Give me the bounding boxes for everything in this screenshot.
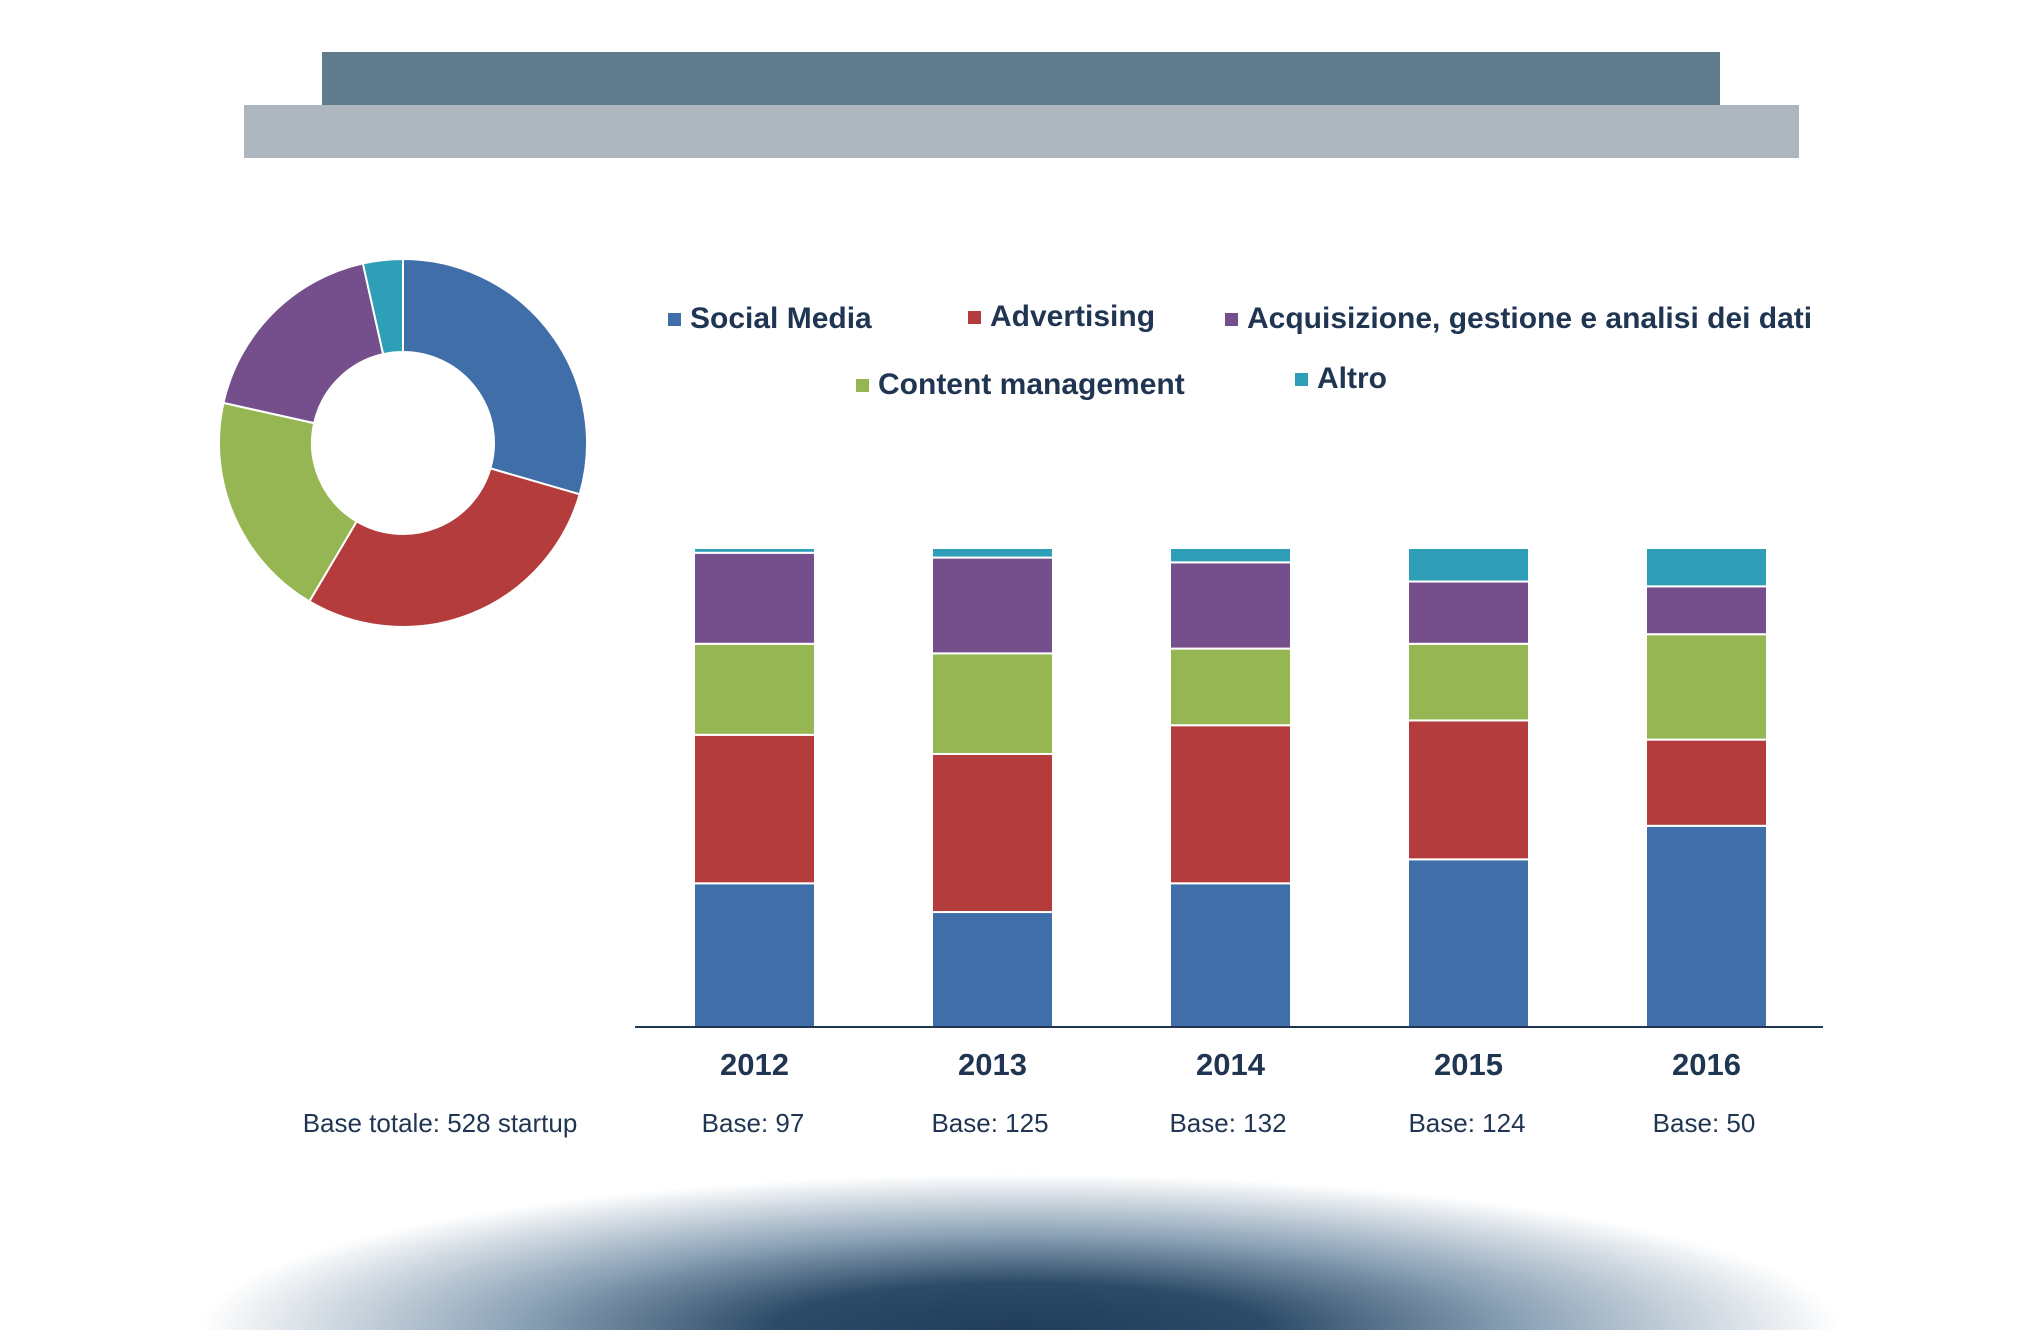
bar-2012-altro bbox=[693, 547, 816, 554]
donut-slice-advertising bbox=[307, 467, 581, 628]
legend-swatch-acquisizione bbox=[1225, 312, 1238, 326]
bar-2012-content-management bbox=[693, 642, 816, 736]
title-band-top bbox=[322, 52, 1720, 105]
base-label-2015: Base: 124 bbox=[1408, 1108, 1526, 1138]
legend-swatch-altro bbox=[1295, 372, 1308, 386]
legend-swatch-advertising bbox=[968, 310, 981, 324]
base-label-2012: Base: 97 bbox=[701, 1108, 805, 1138]
bar-2014-altro bbox=[1169, 547, 1292, 564]
bar-2014-advertising bbox=[1169, 724, 1292, 885]
x-axis-tick-labels: 2012 2013 2014 2015 2016 bbox=[720, 1047, 1741, 1082]
legend-swatch-content-management bbox=[856, 378, 869, 392]
base-total-label: Base totale: 528 startup bbox=[302, 1108, 578, 1138]
chart-canvas: 2012 2013 2014 2015 2016 bbox=[218, 257, 1823, 1082]
legend-item-social-media: Social Media bbox=[668, 302, 872, 336]
stacked-bar-chart bbox=[693, 547, 1768, 1028]
x-tick-label-2013: 2013 bbox=[958, 1047, 1027, 1082]
x-tick-label-2016: 2016 bbox=[1672, 1047, 1741, 1082]
bar-2015-content-management bbox=[1407, 642, 1530, 722]
bar-2012-advertising bbox=[693, 733, 816, 885]
bar-2012-social-media bbox=[693, 882, 816, 1028]
bar-2012-acquisizione-gestione-e-analisi-dei-dati bbox=[693, 551, 816, 645]
bar-2016-advertising bbox=[1645, 738, 1768, 827]
legend-item-acquisizione: Acquisizione, gestione e analisi dei dat… bbox=[1225, 302, 1812, 336]
bar-2014-content-management bbox=[1169, 647, 1292, 727]
bar-2013-advertising bbox=[931, 752, 1054, 914]
x-tick-label-2012: 2012 bbox=[720, 1047, 789, 1082]
bar-2013-acquisizione-gestione-e-analisi-dei-dati bbox=[931, 556, 1054, 655]
legend-label-altro: Altro bbox=[1317, 362, 1387, 395]
legend-item-content-management: Content management bbox=[856, 368, 1185, 402]
bar-2016-altro bbox=[1645, 547, 1768, 588]
legend-label-social-media: Social Media bbox=[690, 302, 872, 335]
legend-label-acquisizione: Acquisizione, gestione e analisi dei dat… bbox=[1247, 302, 1813, 335]
donut-slice-content-management bbox=[218, 401, 359, 603]
title-band-bottom bbox=[244, 105, 1799, 158]
legend-item-altro: Altro bbox=[1295, 362, 1387, 396]
x-tick-label-2015: 2015 bbox=[1434, 1047, 1503, 1082]
bar-2015-acquisizione-gestione-e-analisi-dei-dati bbox=[1407, 580, 1530, 645]
legend-label-content-management: Content management bbox=[878, 368, 1185, 401]
bar-2015-altro bbox=[1407, 547, 1530, 583]
donut-slice-altro bbox=[361, 257, 404, 356]
x-tick-label-2014: 2014 bbox=[1196, 1047, 1266, 1082]
bar-2016-acquisizione-gestione-e-analisi-dei-dati bbox=[1645, 585, 1768, 636]
bar-2015-advertising bbox=[1407, 719, 1530, 861]
bar-2014-acquisizione-gestione-e-analisi-dei-dati bbox=[1169, 561, 1292, 650]
donut-slice-social-media bbox=[402, 257, 588, 496]
donut-slice-acquisizione-gestione-e-analisi-dei-dati bbox=[222, 262, 385, 425]
bar-2014-social-media bbox=[1169, 882, 1292, 1028]
legend-item-advertising: Advertising bbox=[968, 300, 1155, 334]
bar-2016-social-media bbox=[1645, 824, 1768, 1028]
legend-label-advertising: Advertising bbox=[990, 300, 1156, 333]
bar-2013-altro bbox=[931, 547, 1054, 559]
donut-chart bbox=[218, 257, 588, 628]
legend-swatch-social-media bbox=[668, 312, 681, 326]
bar-2013-content-management bbox=[931, 652, 1054, 755]
bar-2015-social-media bbox=[1407, 858, 1530, 1028]
base-label-2013: Base: 125 bbox=[931, 1108, 1049, 1138]
bar-2016-content-management bbox=[1645, 633, 1768, 741]
base-label-2014: Base: 132 bbox=[1169, 1108, 1287, 1138]
bar-2013-social-media bbox=[931, 911, 1054, 1028]
base-label-2016: Base: 50 bbox=[1652, 1108, 1756, 1138]
